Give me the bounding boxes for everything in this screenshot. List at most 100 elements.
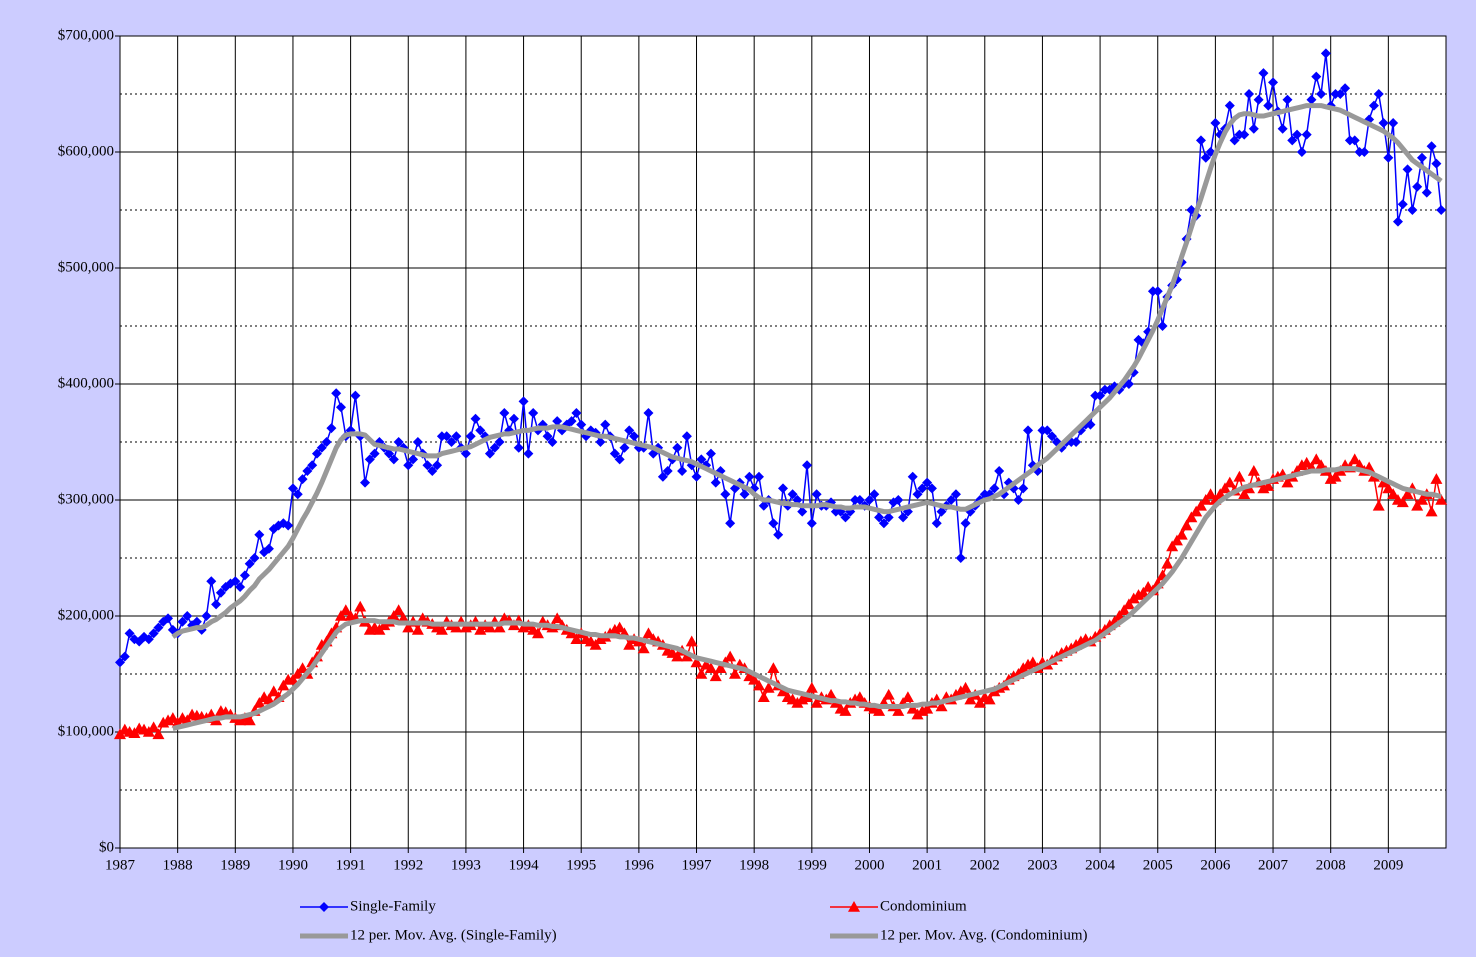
data-point bbox=[720, 489, 731, 500]
data-point bbox=[643, 408, 654, 418]
data-point bbox=[657, 471, 668, 482]
data-point bbox=[1378, 118, 1389, 128]
data-point bbox=[728, 668, 741, 679]
data-point bbox=[283, 520, 294, 531]
x-tick-label: 1987 bbox=[105, 857, 136, 873]
x-tick-label: 2005 bbox=[1143, 857, 1173, 873]
data-point bbox=[412, 437, 423, 447]
data-point bbox=[1262, 480, 1275, 491]
data-point bbox=[206, 576, 217, 587]
data-point bbox=[1373, 89, 1384, 99]
data-point bbox=[1349, 135, 1360, 146]
y-tick-label: $500,000 bbox=[58, 259, 114, 275]
data-point bbox=[1310, 453, 1323, 465]
data-point bbox=[551, 612, 564, 624]
x-tick-label: 2004 bbox=[1085, 857, 1116, 873]
data-point bbox=[1229, 135, 1240, 146]
x-tick-label: 1996 bbox=[624, 857, 655, 873]
data-point bbox=[1407, 205, 1418, 215]
data-point bbox=[331, 388, 342, 399]
data-point bbox=[810, 697, 823, 708]
data-point bbox=[874, 512, 885, 523]
data-point bbox=[531, 627, 544, 639]
data-point bbox=[153, 622, 164, 633]
data-point bbox=[1412, 181, 1423, 192]
legend-label: Condominium bbox=[880, 898, 967, 914]
x-tick-label: 2006 bbox=[1200, 857, 1231, 873]
data-point bbox=[143, 634, 154, 645]
data-point bbox=[1095, 390, 1106, 401]
data-point bbox=[191, 616, 202, 627]
data-point bbox=[1401, 488, 1414, 499]
data-point bbox=[1377, 476, 1390, 488]
x-tick-label: 2009 bbox=[1373, 857, 1403, 873]
data-point bbox=[739, 489, 750, 500]
data-point bbox=[906, 702, 919, 714]
data-point bbox=[262, 693, 275, 705]
data-point bbox=[637, 642, 650, 654]
data-point bbox=[825, 688, 838, 700]
data-point bbox=[302, 466, 313, 476]
data-point bbox=[384, 448, 395, 459]
data-point bbox=[1263, 100, 1274, 111]
data-point bbox=[839, 705, 852, 716]
data-point bbox=[1071, 437, 1082, 447]
data-point bbox=[680, 650, 693, 662]
data-point bbox=[960, 518, 971, 529]
data-point bbox=[570, 633, 583, 644]
data-point bbox=[994, 466, 1005, 476]
legend-label: 12 per. Mov. Avg. (Condominium) bbox=[880, 927, 1088, 943]
data-point bbox=[922, 477, 933, 488]
data-point bbox=[484, 448, 495, 459]
x-tick-label: 1994 bbox=[509, 857, 540, 873]
data-point bbox=[1042, 425, 1053, 436]
data-point bbox=[422, 460, 433, 471]
x-tick-label: 2001 bbox=[912, 857, 942, 873]
data-point bbox=[864, 495, 875, 505]
data-point bbox=[778, 483, 788, 494]
y-tick-label: $300,000 bbox=[58, 491, 114, 507]
data-point bbox=[869, 489, 880, 500]
data-point bbox=[493, 621, 506, 633]
data-point bbox=[878, 518, 889, 529]
data-point bbox=[360, 477, 371, 488]
data-point bbox=[753, 471, 764, 482]
data-point bbox=[892, 705, 905, 716]
data-point bbox=[1425, 505, 1438, 517]
data-point bbox=[267, 685, 280, 697]
data-point bbox=[691, 471, 702, 482]
data-point bbox=[460, 448, 471, 459]
data-point bbox=[489, 442, 500, 453]
data-point bbox=[714, 662, 727, 673]
data-point bbox=[1402, 164, 1413, 175]
data-point bbox=[677, 466, 688, 476]
data-point bbox=[802, 460, 813, 471]
data-point bbox=[1170, 534, 1183, 546]
data-point bbox=[1026, 656, 1039, 668]
data-point bbox=[201, 611, 212, 621]
data-point bbox=[392, 604, 405, 615]
data-point bbox=[307, 460, 318, 471]
data-point bbox=[1340, 83, 1351, 94]
data-point bbox=[946, 495, 957, 505]
data-point bbox=[1219, 482, 1231, 494]
data-point bbox=[595, 437, 606, 447]
data-point bbox=[393, 437, 404, 447]
data-point bbox=[685, 635, 698, 647]
data-point bbox=[244, 558, 255, 569]
data-point bbox=[1194, 499, 1207, 511]
data-point bbox=[629, 431, 640, 442]
data-point bbox=[724, 650, 737, 662]
data-point bbox=[609, 448, 620, 459]
data-point bbox=[1397, 199, 1408, 210]
data-point bbox=[1210, 118, 1221, 128]
data-point bbox=[1258, 68, 1269, 79]
data-point bbox=[1023, 425, 1034, 436]
data-point bbox=[931, 518, 942, 529]
data-point bbox=[1430, 473, 1443, 484]
x-tick-label: 1988 bbox=[163, 857, 193, 873]
data-point bbox=[547, 437, 558, 447]
data-point bbox=[1244, 89, 1255, 99]
x-tick-label: 2003 bbox=[1027, 857, 1057, 873]
data-point bbox=[777, 685, 789, 697]
